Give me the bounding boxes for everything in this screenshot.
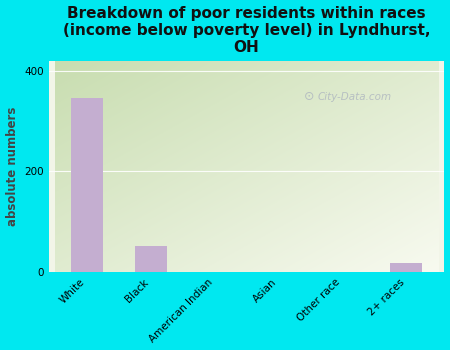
Title: Breakdown of poor residents within races
(income below poverty level) in Lyndhur: Breakdown of poor residents within races… xyxy=(63,6,430,55)
Y-axis label: absolute numbers: absolute numbers xyxy=(5,107,18,226)
Bar xyxy=(390,263,422,272)
Text: ⊙: ⊙ xyxy=(304,90,315,103)
Text: City-Data.com: City-Data.com xyxy=(318,92,392,102)
Bar xyxy=(71,98,103,272)
Bar xyxy=(135,246,166,272)
